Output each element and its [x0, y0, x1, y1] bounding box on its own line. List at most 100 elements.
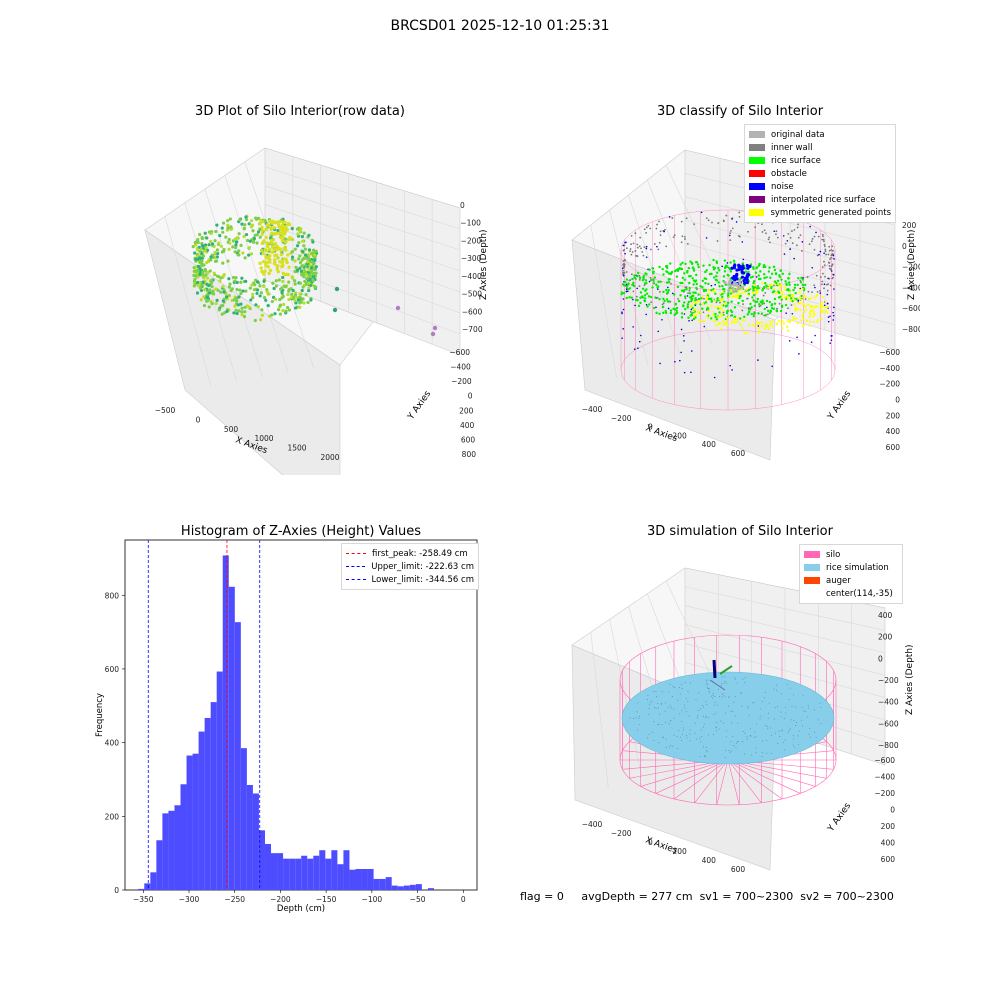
- rice-surface-point: [628, 296, 631, 299]
- surface-mesh-point: [703, 723, 705, 725]
- rice-surface-point: [667, 300, 671, 303]
- surface-mesh-point: [681, 688, 683, 690]
- surface-mesh-point: [766, 752, 768, 754]
- cloud-point: [301, 257, 306, 261]
- rice-surface-point: [665, 298, 669, 301]
- cloud-point: [311, 274, 316, 279]
- surface-mesh-point: [790, 719, 792, 721]
- inner-wall-point: [822, 238, 825, 241]
- rice-surface-point: [730, 314, 734, 317]
- inner-wall-point: [662, 302, 665, 305]
- histogram-bar: [427, 888, 434, 890]
- histogram-bar: [361, 869, 368, 890]
- rice-surface-point: [666, 290, 670, 294]
- rice-surface-point: [674, 302, 677, 305]
- cloud-point: [207, 230, 211, 234]
- rice-surface-point: [762, 264, 766, 267]
- cloud-point: [240, 222, 244, 226]
- original-point: [735, 288, 739, 292]
- inner-wall-point: [643, 246, 646, 249]
- rice-surface-point: [658, 297, 661, 301]
- inner-wall-point: [769, 241, 771, 244]
- tick-label: 600: [731, 449, 746, 458]
- rice-surface-point: [692, 267, 695, 270]
- cloud-point: [287, 297, 291, 302]
- cloud-point: [293, 293, 298, 297]
- cloud-point: [301, 285, 305, 289]
- rice-surface-point: [710, 317, 713, 320]
- rice-surface-point: [799, 281, 803, 284]
- rice-surface-point: [792, 288, 795, 292]
- surface-mesh-point: [735, 746, 737, 748]
- cloud-point: [227, 277, 231, 281]
- surface-mesh-point: [706, 684, 708, 686]
- y-tick-label: 0: [114, 886, 119, 895]
- surface-mesh-point: [695, 699, 697, 701]
- cloud-point: [295, 296, 299, 300]
- surface-mesh-point: [684, 682, 686, 684]
- noise-point: [714, 283, 716, 286]
- surface-mesh-point: [814, 731, 816, 733]
- symmetric-point: [795, 317, 798, 320]
- surface-mesh-point: [721, 676, 723, 678]
- cloud-point: [256, 230, 261, 234]
- cloud-point: [262, 279, 266, 283]
- surface-mesh-point: [716, 730, 718, 732]
- symmetric-point: [802, 323, 805, 327]
- cloud-point: [235, 236, 240, 240]
- cloud-point: [259, 291, 263, 295]
- rice-surface-point: [694, 299, 697, 302]
- rice-surface-point: [739, 294, 742, 298]
- cloud-point: [298, 281, 303, 285]
- inner-wall-point: [754, 226, 757, 229]
- histogram-bar: [373, 878, 380, 890]
- cloud-point: [239, 292, 243, 296]
- cloud-point: [203, 243, 208, 247]
- cloud-point: [288, 235, 292, 240]
- rice-surface-point: [797, 276, 800, 280]
- cloud-point: [196, 240, 200, 245]
- cloud-point: [308, 277, 312, 281]
- surface-mesh-point: [707, 686, 709, 688]
- surface-mesh-point: [742, 741, 744, 743]
- rice-surface-point: [773, 302, 777, 305]
- noise-point: [663, 230, 665, 233]
- cloud-point: [242, 315, 247, 319]
- symmetric-point: [804, 305, 807, 308]
- rice-surface-point: [667, 280, 671, 284]
- cloud-point: [290, 255, 295, 259]
- status-sv2: sv2 = 700~2300: [800, 890, 894, 903]
- cloud-point: [284, 309, 288, 313]
- cloud-point: [215, 223, 219, 227]
- tick-label: 200: [672, 847, 687, 856]
- inner-wall-point: [643, 228, 646, 231]
- grid-line: [224, 175, 289, 374]
- symmetric-point: [826, 311, 829, 314]
- surface-mesh-point: [689, 733, 691, 735]
- inner-wall-point: [790, 304, 793, 306]
- rice-surface-point: [672, 307, 675, 311]
- noise-cluster-point: [741, 264, 745, 268]
- inner-wall-point: [645, 232, 647, 234]
- symmetric-point: [789, 299, 792, 302]
- surface-mesh-point: [741, 705, 743, 707]
- inner-wall-point: [821, 233, 824, 236]
- surface-mesh-point: [753, 736, 755, 738]
- rice-surface-point: [761, 299, 764, 302]
- cloud-point: [251, 240, 256, 244]
- rice-surface-point: [639, 296, 642, 299]
- inner-wall-point: [634, 232, 637, 235]
- inner-wall-point: [629, 250, 631, 253]
- cloud-point: [260, 225, 264, 230]
- inner-wall-point: [824, 250, 827, 253]
- inner-wall-point: [830, 256, 833, 259]
- rice-surface-point: [662, 311, 665, 315]
- surface-mesh-point: [725, 736, 727, 738]
- panel1-zlabel: Z Axies (Depth): [479, 229, 489, 300]
- rice-surface-point: [657, 280, 660, 284]
- cloud-point: [303, 253, 308, 257]
- cloud-point: [273, 312, 277, 316]
- symmetric-point: [743, 291, 747, 294]
- surface-mesh-point: [774, 707, 776, 709]
- surface-mesh-point: [655, 707, 657, 709]
